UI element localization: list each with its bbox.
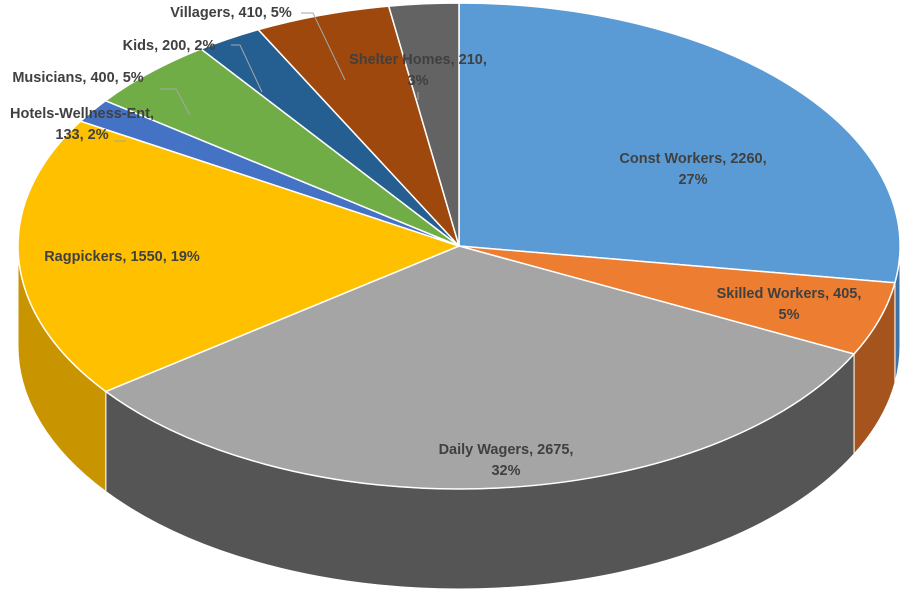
leader-line-villagers: [301, 12, 346, 81]
data-labels: Const Workers, 2260, 27% Skilled Workers, …: [10, 5, 861, 479]
data-label-kids: Kids, 200, 2%: [123, 38, 216, 54]
slice-const-workers: [458, 2, 901, 284]
data-label-const-workers: Const Workers, 2260, 27%: [619, 151, 766, 188]
data-label-ragpickers: Ragpickers, 1550, 19%: [44, 249, 200, 265]
slice-ragpickers: [17, 120, 462, 393]
data-label-skilled-workers: Skilled Workers, 405, 5%: [717, 286, 862, 323]
leader-line-kids: [231, 44, 263, 93]
leader-line-musicians: [160, 88, 191, 116]
data-label-shelter-homes: Shelter Homes, 210, 3%: [349, 52, 487, 89]
pie-top: [17, 2, 901, 490]
slice-daily-wagers: [104, 245, 856, 490]
data-label-musicians: Musicians, 400, 5%: [12, 70, 143, 86]
slice-shelter-homes: [387, 2, 460, 247]
data-label-daily-wagers: Daily Wagers, 2675, 32%: [439, 442, 574, 479]
data-label-hotels-wellness-ent: Hotels-Wellness-Ent, 133, 2%: [10, 106, 154, 143]
data-label-villagers: Villagers, 410, 5%: [170, 5, 292, 21]
